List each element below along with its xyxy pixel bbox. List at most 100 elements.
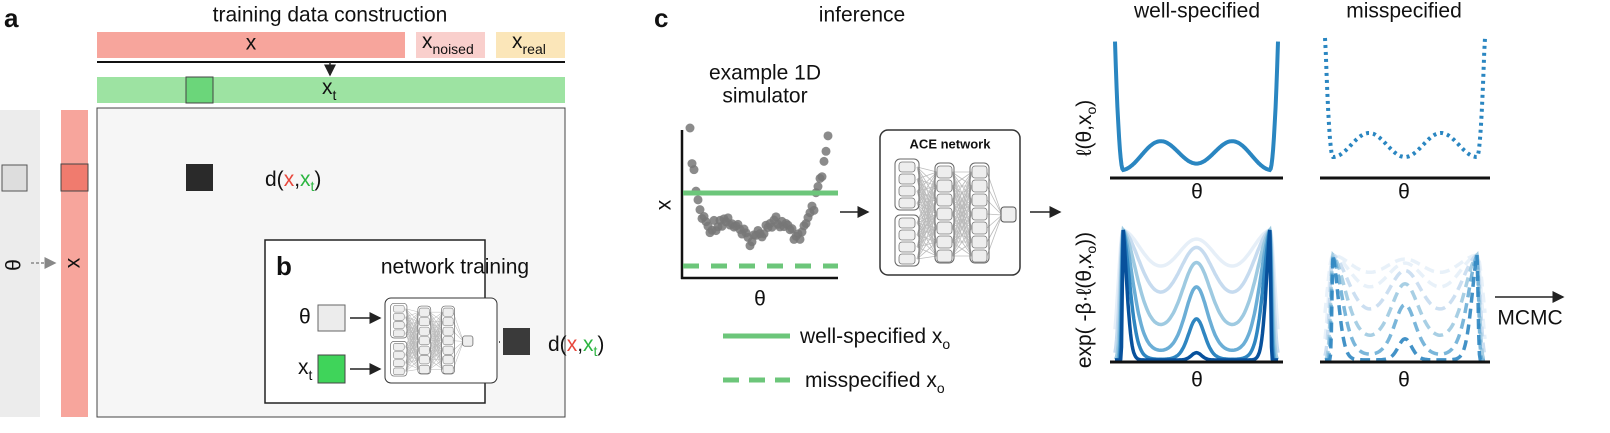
unit xyxy=(418,307,430,317)
unit xyxy=(442,336,454,346)
connection xyxy=(951,171,973,187)
connection xyxy=(429,312,444,360)
connection xyxy=(405,369,420,372)
sample xyxy=(821,146,831,156)
theta-label: θ xyxy=(1398,181,1410,204)
network-icon xyxy=(894,158,1017,267)
connection xyxy=(951,185,973,257)
connection xyxy=(405,311,420,318)
x-t-label: xt xyxy=(322,76,337,103)
unit xyxy=(936,179,953,193)
connection xyxy=(916,185,938,204)
connections xyxy=(405,308,464,372)
x-noised-label: xnoised xyxy=(422,30,474,57)
unit xyxy=(393,351,405,359)
distance-label: d(x,xt) xyxy=(548,333,604,359)
connection xyxy=(405,308,420,313)
unit xyxy=(462,335,474,347)
connection xyxy=(951,241,973,257)
unit xyxy=(418,317,430,327)
unit xyxy=(971,179,988,193)
unit xyxy=(971,249,988,263)
panel-title: training data construction xyxy=(213,4,448,27)
unit xyxy=(898,253,916,265)
unit xyxy=(418,326,430,336)
layer xyxy=(441,305,455,375)
connection xyxy=(916,171,938,260)
connection xyxy=(429,340,444,370)
unit xyxy=(936,193,953,207)
unit xyxy=(898,173,916,185)
unit xyxy=(971,235,988,249)
x-bar-label: x xyxy=(246,32,257,55)
simulator-title: example 1D xyxy=(709,62,821,85)
connection xyxy=(951,199,973,257)
connection xyxy=(405,311,420,326)
connection xyxy=(405,312,420,334)
connection xyxy=(429,359,444,370)
sample xyxy=(823,131,833,141)
x-axis-label: θ xyxy=(754,288,766,311)
y-axis-label: x xyxy=(653,199,676,210)
posterior-curve xyxy=(1325,254,1485,362)
unit xyxy=(418,345,430,355)
posterior-curve xyxy=(1113,227,1280,330)
unit xyxy=(442,326,454,336)
unit xyxy=(971,165,988,179)
unit xyxy=(936,235,953,249)
unit xyxy=(936,165,953,179)
network-label: ACE network xyxy=(910,136,992,151)
layer xyxy=(390,341,408,377)
connection xyxy=(951,171,973,243)
layer xyxy=(894,214,920,267)
loss-ylabel: ℓ(θ,xo) xyxy=(1073,100,1099,157)
x-t-label: xt xyxy=(298,356,313,383)
x-bar xyxy=(97,32,405,58)
connection xyxy=(429,312,444,332)
x-real-bar xyxy=(496,32,565,58)
unit xyxy=(971,193,988,207)
layer xyxy=(969,162,990,264)
connection xyxy=(405,312,420,356)
panel-c: c inference example 1D simulator x θ ACE… xyxy=(653,0,1565,396)
posterior-curve xyxy=(1324,250,1486,362)
unit xyxy=(442,307,454,317)
connection xyxy=(951,213,973,257)
layer xyxy=(390,302,408,339)
connection xyxy=(916,213,938,260)
connection xyxy=(429,312,444,341)
connection xyxy=(951,171,973,215)
sample xyxy=(747,237,757,247)
unit xyxy=(418,336,430,346)
sample xyxy=(787,224,797,234)
theta-axis-label: θ xyxy=(3,259,26,271)
connection xyxy=(916,227,938,260)
posterior-curve xyxy=(1113,225,1280,361)
connection xyxy=(429,331,444,370)
unit xyxy=(898,217,916,229)
posterior-ylabel: exp( -β·ℓ(θ,xo)) xyxy=(1073,232,1099,368)
posterior-curve xyxy=(1323,253,1487,314)
connection xyxy=(916,255,938,260)
unit xyxy=(898,161,916,173)
connection xyxy=(405,331,420,372)
unit xyxy=(393,329,405,337)
posterior-curve xyxy=(1325,254,1485,362)
unit xyxy=(898,185,916,197)
connection xyxy=(916,166,938,173)
theta-label: θ xyxy=(299,306,311,329)
layer xyxy=(934,162,955,264)
posterior-curve xyxy=(1115,229,1278,362)
connection xyxy=(951,171,973,229)
unit xyxy=(393,343,405,351)
sample xyxy=(809,205,819,215)
connection xyxy=(951,171,973,257)
unit xyxy=(393,367,405,375)
simulator-samples xyxy=(685,123,833,251)
posterior-curve xyxy=(1323,252,1487,340)
connection xyxy=(405,321,420,372)
theta-cell xyxy=(317,304,346,332)
connection xyxy=(405,321,420,334)
connections xyxy=(916,166,1003,260)
sample xyxy=(695,205,705,215)
